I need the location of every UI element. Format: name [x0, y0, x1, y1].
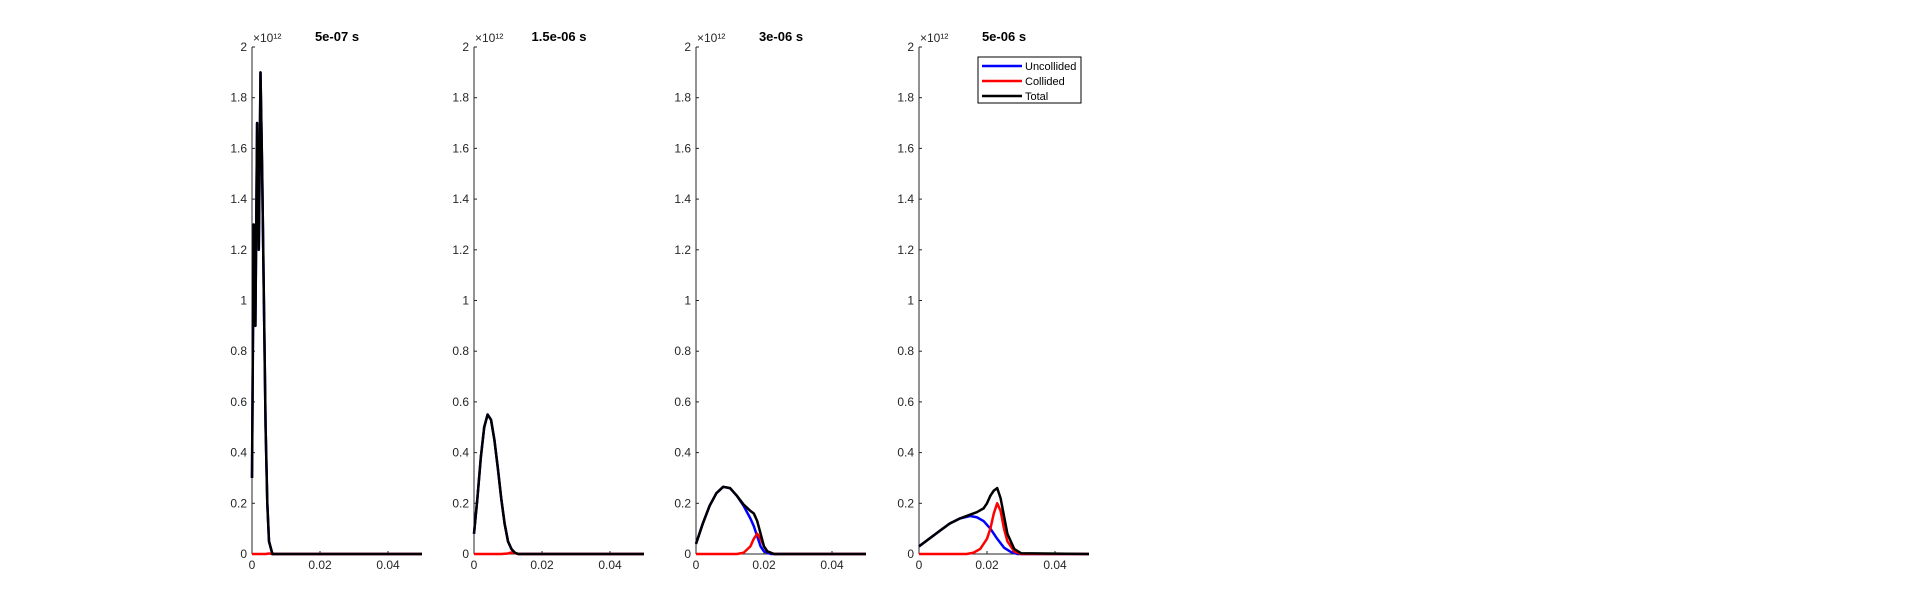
- x-tick-label: 0: [916, 558, 923, 572]
- y-tick-label: 0.6: [674, 395, 691, 409]
- x-tick-label: 0.04: [598, 558, 622, 572]
- y-tick-label: 1.8: [674, 91, 691, 105]
- y-tick-label: 1.4: [674, 192, 691, 206]
- x-tick-label: 0.04: [1043, 558, 1067, 572]
- series-line-collided: [696, 532, 866, 556]
- legend-label: Total: [1025, 91, 1048, 103]
- y-tick-label: 2: [684, 40, 691, 54]
- y-tick-label: 2: [907, 40, 914, 54]
- x-tick-label: 0: [693, 558, 700, 572]
- y-tick-label: 0.8: [897, 344, 914, 358]
- y-tick-label: 1: [907, 294, 914, 308]
- y-tick-label: 1.4: [452, 192, 469, 206]
- y-tick-label: 0.2: [230, 496, 247, 510]
- y-tick-label: 1.4: [897, 192, 914, 206]
- x-tick-label: 0.04: [376, 558, 400, 572]
- y-tick-label: 0.6: [452, 395, 469, 409]
- series-line-collided: [919, 502, 1089, 556]
- y-tick-label: 0.6: [230, 395, 247, 409]
- series-line-total: [918, 486, 1090, 556]
- x-tick-label: 0.02: [975, 558, 999, 572]
- y-exponent-label: ×10¹²: [475, 31, 503, 45]
- x-tick-label: 0.04: [820, 558, 844, 572]
- y-exponent-label: ×10¹²: [697, 31, 725, 45]
- y-tick-label: 0.2: [674, 496, 691, 510]
- series-line-total: [694, 485, 866, 556]
- legend: Uncollided Collided Total: [977, 56, 1082, 104]
- y-tick-label: 0.4: [230, 446, 247, 460]
- x-tick-label: 0: [249, 558, 256, 572]
- chart-panel-4: 0 0.2 0.4 0.6 0.8 1 1.2 1.4 1.6 1.8 2 0 0.02 0.04 ×10¹…: [897, 29, 1090, 572]
- y-tick-label: 0: [684, 547, 691, 561]
- y-tick-label: 2: [240, 40, 247, 54]
- chart-panel-3: 0 0.2 0.4 0.6 0.8 1 1.2 1.4 1.6 1.8 2 0 0.02 0.04 ×10¹…: [674, 29, 866, 572]
- y-tick-label: 0.4: [897, 446, 914, 460]
- y-tick-label: 0: [240, 547, 247, 561]
- y-tick-label: 0.6: [897, 395, 914, 409]
- series-line-total: [472, 413, 644, 556]
- y-tick-label: 1: [462, 294, 469, 308]
- y-tick-label: 1.4: [230, 192, 247, 206]
- y-tick-label: 0.4: [452, 446, 469, 460]
- y-tick-label: 0: [462, 547, 469, 561]
- y-tick-label: 0: [907, 547, 914, 561]
- y-tick-label: 1: [684, 294, 691, 308]
- y-tick-label: 1.2: [897, 243, 914, 257]
- y-tick-label: 0.2: [897, 496, 914, 510]
- x-tick-label: 0.02: [752, 558, 776, 572]
- x-tick-label: 0: [471, 558, 478, 572]
- panel-title: 5e-06 s: [982, 29, 1026, 44]
- series-line-total: [250, 71, 422, 556]
- y-tick-label: 0.8: [452, 344, 469, 358]
- y-tick-label: 1.2: [674, 243, 691, 257]
- y-tick-label: 0.8: [230, 344, 247, 358]
- panel-title: 1.5e-06 s: [532, 29, 587, 44]
- y-tick-label: 1: [240, 294, 247, 308]
- y-tick-label: 1.8: [897, 91, 914, 105]
- series-line-uncollided: [694, 485, 866, 556]
- y-exponent-label: ×10¹²: [920, 31, 948, 45]
- y-exponent-label: ×10¹²: [253, 31, 281, 45]
- y-tick-label: 0.2: [452, 496, 469, 510]
- y-tick-label: 1.8: [230, 91, 247, 105]
- y-tick-label: 1.6: [230, 141, 247, 155]
- y-tick-label: 1.6: [452, 141, 469, 155]
- x-tick-label: 0.02: [308, 558, 332, 572]
- y-tick-label: 1.2: [230, 243, 247, 257]
- y-tick-label: 1.8: [452, 91, 469, 105]
- y-tick-label: 0.8: [674, 344, 691, 358]
- chart-panel-1: 0 0.2 0.4 0.6 0.8 1 1.2 1.4 1.6 1.8 2 0 0.02 0.04 ×10¹…: [230, 29, 422, 572]
- legend-label: Uncollided: [1025, 61, 1076, 73]
- y-tick-label: 0.4: [674, 446, 691, 460]
- chart-panel-2: 0 0.2 0.4 0.6 0.8 1 1.2 1.4 1.6 1.8 2 0 0.02 0.04 ×10¹…: [452, 29, 644, 572]
- y-tick-label: 1.6: [897, 141, 914, 155]
- panel-title: 3e-06 s: [759, 29, 803, 44]
- legend-label: Collided: [1025, 76, 1065, 88]
- x-tick-label: 0.02: [530, 558, 554, 572]
- series-line-uncollided: [250, 71, 422, 556]
- y-tick-label: 1.6: [674, 141, 691, 155]
- y-tick-label: 1.2: [452, 243, 469, 257]
- panel-title: 5e-07 s: [315, 29, 359, 44]
- y-tick-label: 2: [462, 40, 469, 54]
